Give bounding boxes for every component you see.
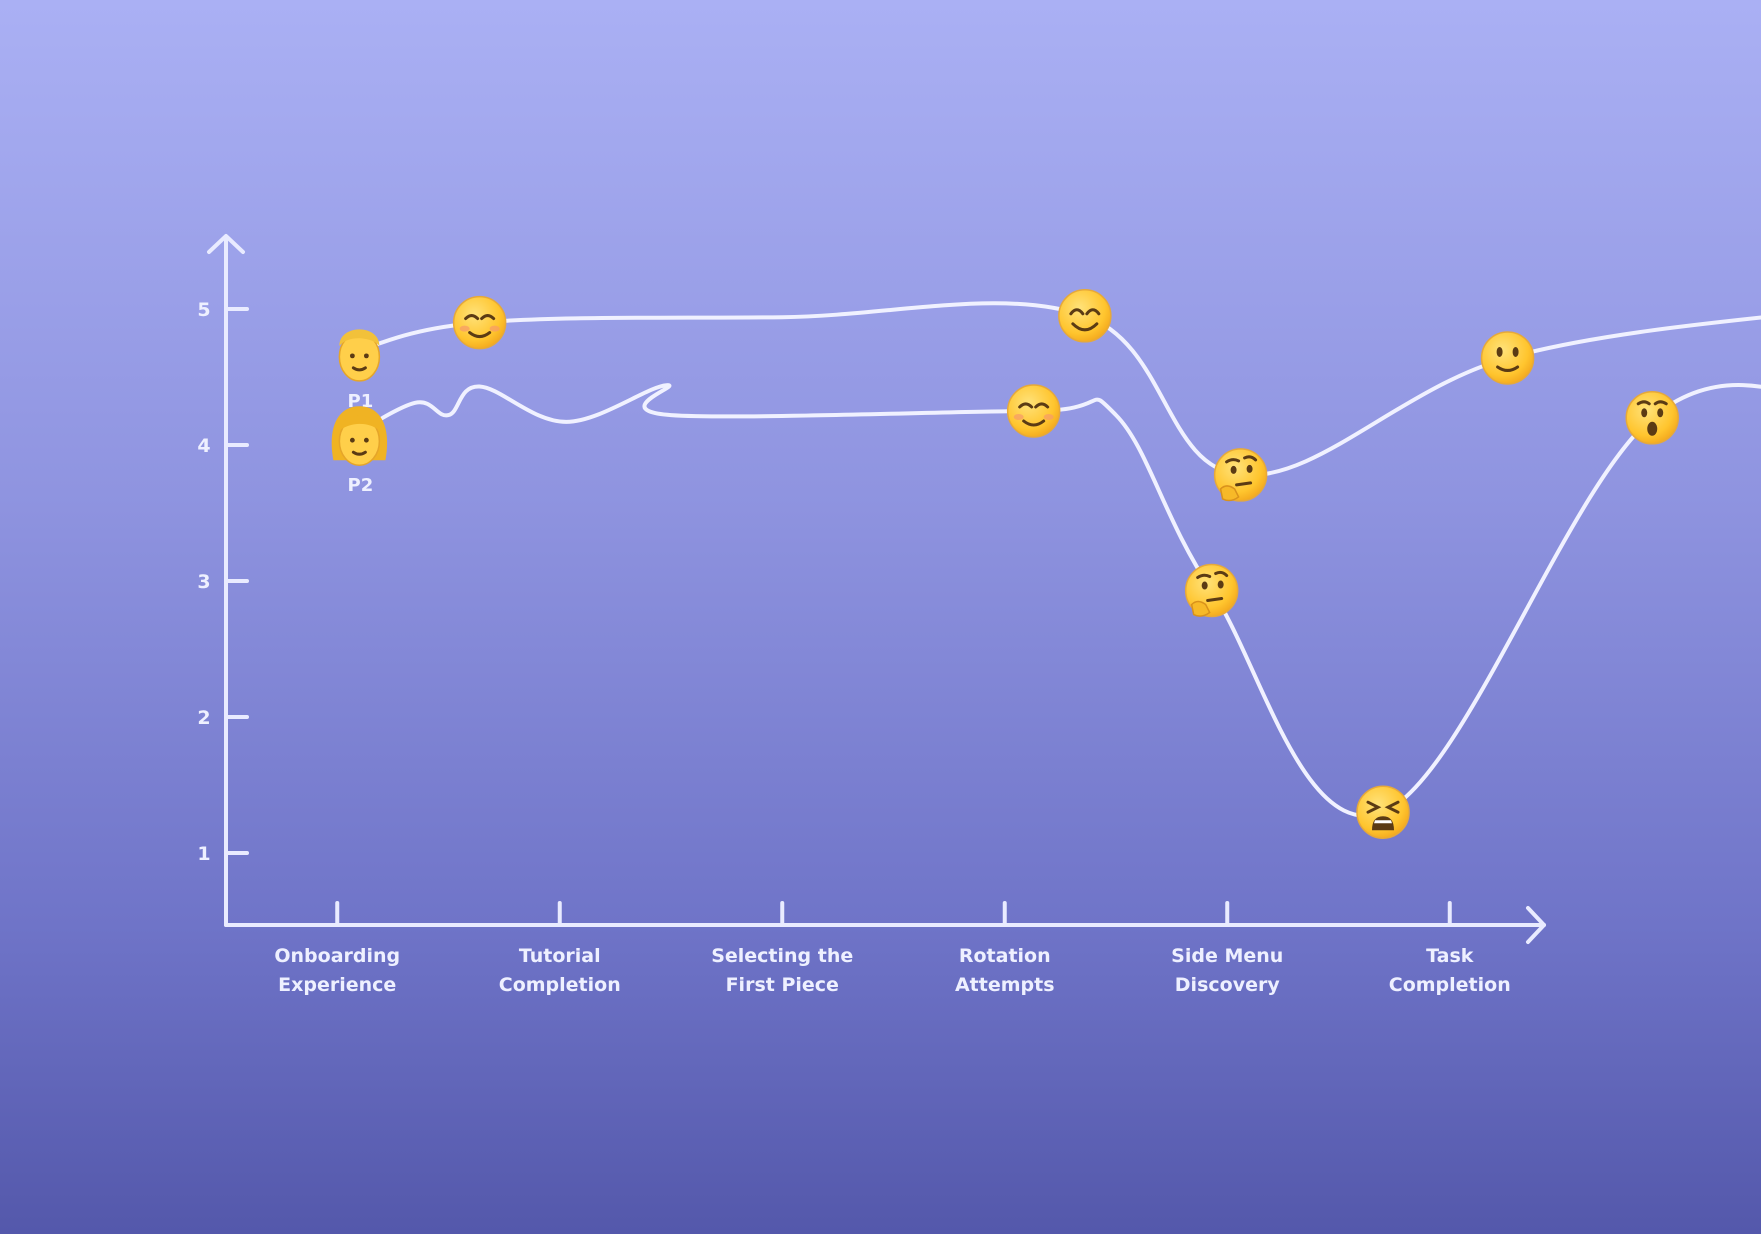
y-axis-arrow bbox=[207, 234, 245, 254]
y-tick-label: 2 bbox=[197, 707, 210, 729]
x-tick-label: Experience bbox=[278, 974, 396, 996]
slightly-smiling-face-icon bbox=[1480, 331, 1535, 385]
series-line-p1 bbox=[346, 301, 1761, 478]
smiling-face-icon bbox=[452, 295, 507, 350]
x-tick-label: First Piece bbox=[726, 974, 839, 996]
series-label: P2 bbox=[348, 475, 374, 496]
x-tick-label: Task bbox=[1426, 945, 1474, 967]
tick-labels: 1 2 3 4 5 Onboarding Experience Tutorial Complet… bbox=[197, 299, 1510, 996]
x-tick-label: Discovery bbox=[1175, 974, 1281, 996]
thinking-face-icon bbox=[1184, 563, 1239, 618]
x-tick-label: Completion bbox=[1389, 974, 1511, 996]
x-tick-label: Attempts bbox=[955, 974, 1055, 996]
x-tick-label: Onboarding bbox=[274, 945, 400, 967]
tired-face-icon bbox=[1356, 785, 1410, 839]
y-tick-label: 3 bbox=[197, 571, 210, 593]
man-face-icon bbox=[338, 329, 381, 382]
y-tick-label: 5 bbox=[197, 299, 210, 321]
woman-face-icon bbox=[331, 406, 388, 466]
x-tick-label: Rotation bbox=[959, 945, 1051, 967]
y-tick-label: 4 bbox=[197, 435, 210, 457]
x-axis-arrow bbox=[1526, 906, 1546, 944]
series-lines bbox=[346, 301, 1761, 818]
x-tick-label: Selecting the bbox=[711, 945, 853, 967]
smiling-face-icon bbox=[1006, 384, 1061, 438]
hushed-face-icon bbox=[1625, 391, 1679, 445]
thinking-face-icon bbox=[1213, 448, 1268, 502]
axes bbox=[207, 234, 1546, 944]
y-tick-label: 1 bbox=[197, 843, 210, 865]
x-tick-label: Side Menu bbox=[1171, 945, 1283, 967]
series-label: P1 bbox=[348, 391, 374, 412]
series-line-p2 bbox=[346, 383, 1761, 818]
smiling-face-with-smiling-eyes-icon bbox=[1058, 289, 1112, 343]
x-tick-label: Completion bbox=[499, 974, 621, 996]
emoji-markers bbox=[331, 289, 1679, 839]
x-tick-label: Tutorial bbox=[519, 945, 601, 967]
